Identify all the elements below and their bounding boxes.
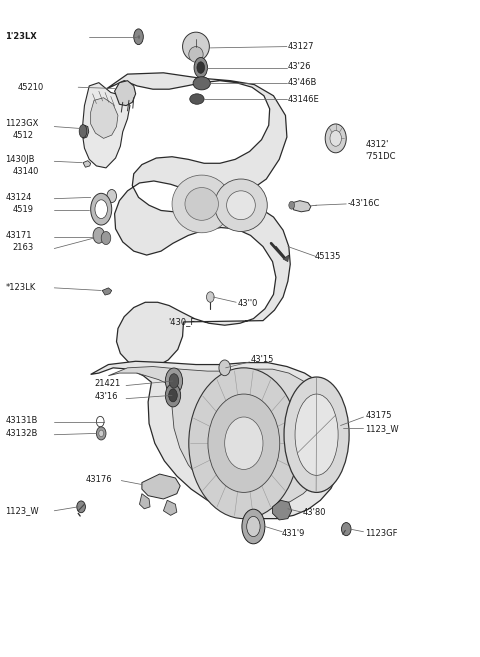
Ellipse shape — [193, 77, 210, 90]
Ellipse shape — [168, 389, 177, 402]
Ellipse shape — [227, 191, 255, 219]
Polygon shape — [91, 98, 118, 139]
Ellipse shape — [206, 292, 214, 302]
Ellipse shape — [330, 131, 341, 147]
Polygon shape — [83, 161, 91, 168]
Ellipse shape — [165, 368, 182, 394]
Polygon shape — [273, 500, 292, 520]
Text: *123LK: *123LK — [5, 283, 36, 292]
Ellipse shape — [172, 175, 231, 233]
Text: 43131B: 43131B — [5, 416, 38, 425]
Text: 431'9: 431'9 — [282, 528, 305, 537]
Ellipse shape — [182, 32, 209, 61]
Text: 43'26: 43'26 — [288, 62, 312, 71]
Polygon shape — [91, 361, 344, 518]
Polygon shape — [106, 73, 290, 368]
Polygon shape — [293, 200, 311, 212]
Ellipse shape — [215, 179, 267, 231]
Text: 43132B: 43132B — [5, 429, 38, 438]
Ellipse shape — [284, 377, 349, 492]
Text: '430_F: '430_F — [168, 317, 195, 327]
Ellipse shape — [93, 227, 105, 243]
Text: 43146E: 43146E — [288, 95, 320, 104]
Ellipse shape — [194, 57, 207, 78]
Ellipse shape — [134, 29, 144, 45]
Text: 43171: 43171 — [5, 231, 32, 240]
Polygon shape — [108, 367, 328, 508]
Text: 1430JB: 1430JB — [5, 155, 35, 164]
Polygon shape — [102, 288, 112, 295]
Text: 4512: 4512 — [12, 131, 34, 140]
Polygon shape — [163, 500, 177, 515]
Ellipse shape — [325, 124, 346, 153]
Ellipse shape — [247, 516, 260, 537]
Polygon shape — [82, 83, 130, 168]
Ellipse shape — [96, 417, 104, 427]
Ellipse shape — [289, 201, 295, 209]
Text: 43127: 43127 — [288, 42, 314, 51]
Text: 43175: 43175 — [365, 411, 392, 420]
Ellipse shape — [169, 374, 179, 388]
Text: 21421: 21421 — [95, 379, 121, 388]
Text: 43'80: 43'80 — [302, 508, 326, 516]
Text: 1123_W: 1123_W — [365, 424, 399, 433]
Text: 1123GX: 1123GX — [5, 120, 39, 129]
Polygon shape — [81, 125, 89, 139]
Ellipse shape — [208, 394, 280, 492]
Ellipse shape — [190, 94, 204, 104]
Ellipse shape — [77, 501, 85, 512]
Text: 45135: 45135 — [315, 252, 341, 261]
Ellipse shape — [242, 509, 265, 544]
Ellipse shape — [225, 417, 263, 470]
Text: 4519: 4519 — [12, 205, 34, 214]
Ellipse shape — [341, 522, 351, 535]
Ellipse shape — [107, 189, 117, 202]
Text: '751DC: '751DC — [365, 152, 396, 161]
Text: 43140: 43140 — [12, 168, 39, 176]
Polygon shape — [115, 81, 136, 106]
Text: 1'23LX: 1'23LX — [5, 32, 37, 41]
Ellipse shape — [95, 200, 108, 219]
Text: 43'46B: 43'46B — [288, 78, 317, 87]
Ellipse shape — [165, 384, 180, 407]
Ellipse shape — [185, 187, 218, 220]
Ellipse shape — [189, 47, 203, 62]
Text: 4312': 4312' — [365, 141, 389, 149]
Polygon shape — [283, 255, 289, 261]
Ellipse shape — [219, 360, 230, 376]
Polygon shape — [142, 474, 180, 499]
Ellipse shape — [295, 394, 338, 476]
Ellipse shape — [101, 231, 111, 244]
Text: 43''0: 43''0 — [237, 299, 257, 308]
Polygon shape — [140, 493, 150, 509]
Ellipse shape — [91, 193, 112, 225]
Ellipse shape — [99, 430, 104, 437]
Text: 43176: 43176 — [86, 475, 112, 484]
Text: 43'15: 43'15 — [251, 355, 274, 365]
Ellipse shape — [189, 368, 299, 518]
Ellipse shape — [79, 125, 87, 138]
Text: -43'16C: -43'16C — [347, 200, 380, 208]
Ellipse shape — [96, 427, 106, 440]
Ellipse shape — [197, 62, 204, 74]
Text: 1123_W: 1123_W — [5, 507, 39, 515]
Text: 45210: 45210 — [17, 83, 44, 92]
Text: 2163: 2163 — [12, 242, 34, 252]
Text: 43'16: 43'16 — [95, 392, 118, 401]
Text: 43124: 43124 — [5, 193, 32, 202]
Text: 1123GF: 1123GF — [365, 528, 398, 537]
